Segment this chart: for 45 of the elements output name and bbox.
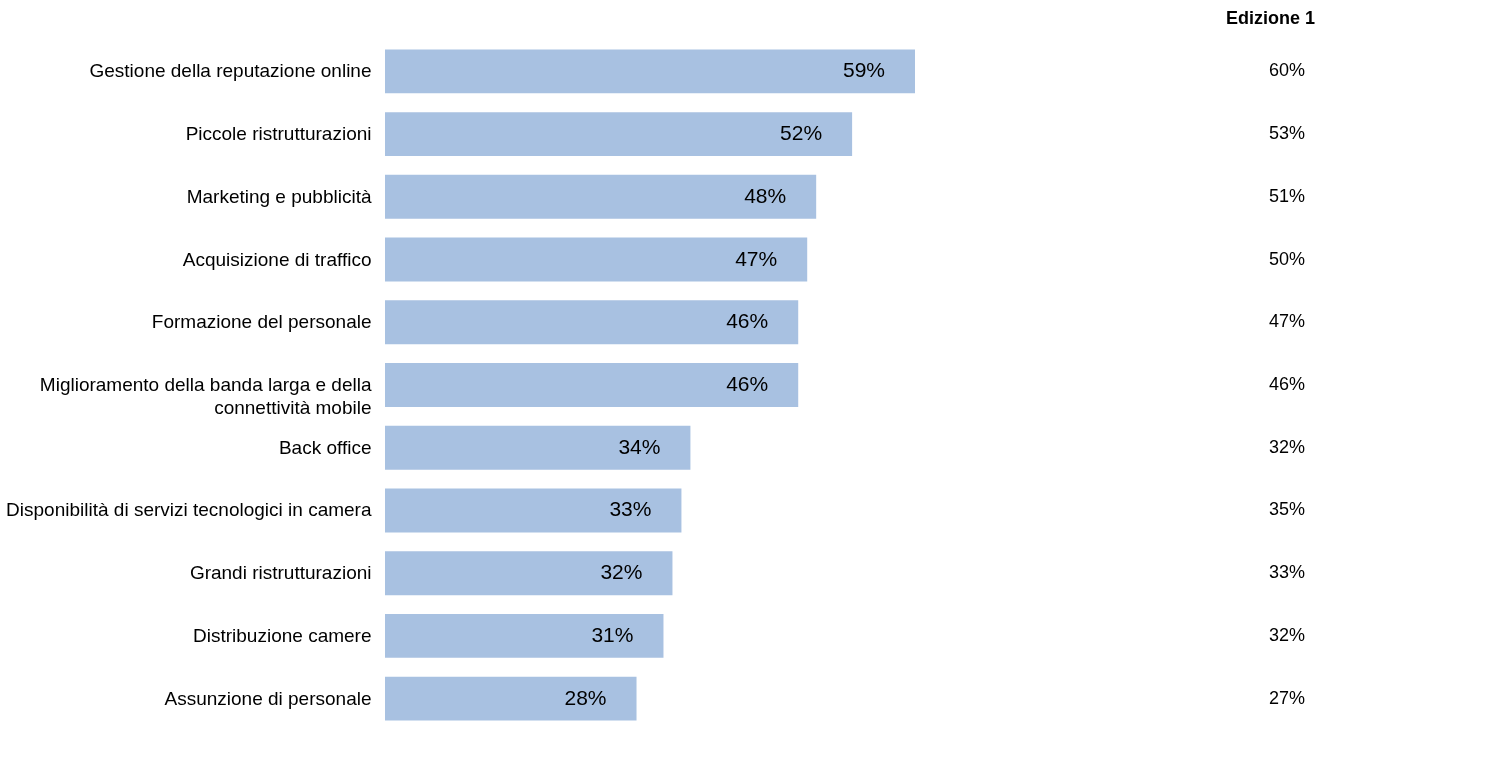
y-tick-label: Marketing e pubblicità [186,185,372,207]
bar [385,551,673,596]
data-label: 31% [591,622,634,646]
text: 35% [1268,499,1305,520]
text: 53% [1268,123,1305,144]
bar [385,488,682,533]
data-label: 32% [600,560,643,584]
bar [385,112,853,157]
text: 32% [1268,624,1305,645]
y-tick-label: Grandi ristrutturazioni [189,562,372,584]
text: 32% [1268,436,1305,457]
data-label: 28% [564,685,607,709]
bar [385,237,808,282]
data-label: 48% [744,183,787,207]
y-tick-label: Formazione del personale [151,311,372,333]
data-label: 52% [780,121,823,145]
bar [385,676,637,721]
y-tick-label: Disponibilità di servizi tecnologici in camera [6,499,372,521]
bar [385,425,691,470]
text: 47% [1268,311,1305,332]
bar [385,300,799,345]
y-tick-label: Gestione della reputazione online [89,60,372,82]
y-tick-label: Miglioramento della banda larga e della connettività mobile [39,374,372,418]
text: Edizione 1 [1225,8,1315,28]
data-label: 33% [609,497,652,521]
data-label: 59% [842,58,885,82]
bar [385,613,664,658]
text: 46% [1268,374,1305,394]
bar [385,49,915,94]
text: 27% [1268,687,1305,708]
y-tick-label: Back office [278,436,372,458]
bar [385,174,817,219]
text: 51% [1268,185,1305,206]
text: 33% [1268,562,1305,583]
y-tick-label: Acquisizione di traffico [182,248,372,270]
y-tick-label: Assunzione di personale [164,687,372,709]
y-tick-label: Piccole ristrutturazioni [185,123,372,145]
data-label: 47% [735,246,778,270]
text: 60% [1268,60,1305,81]
data-label: 46% [726,372,769,395]
data-label: 46% [726,309,769,333]
bar [385,363,799,407]
data-label: 34% [618,434,661,458]
y-tick-label: Distribuzione camere [193,624,372,646]
text: 50% [1268,248,1305,269]
